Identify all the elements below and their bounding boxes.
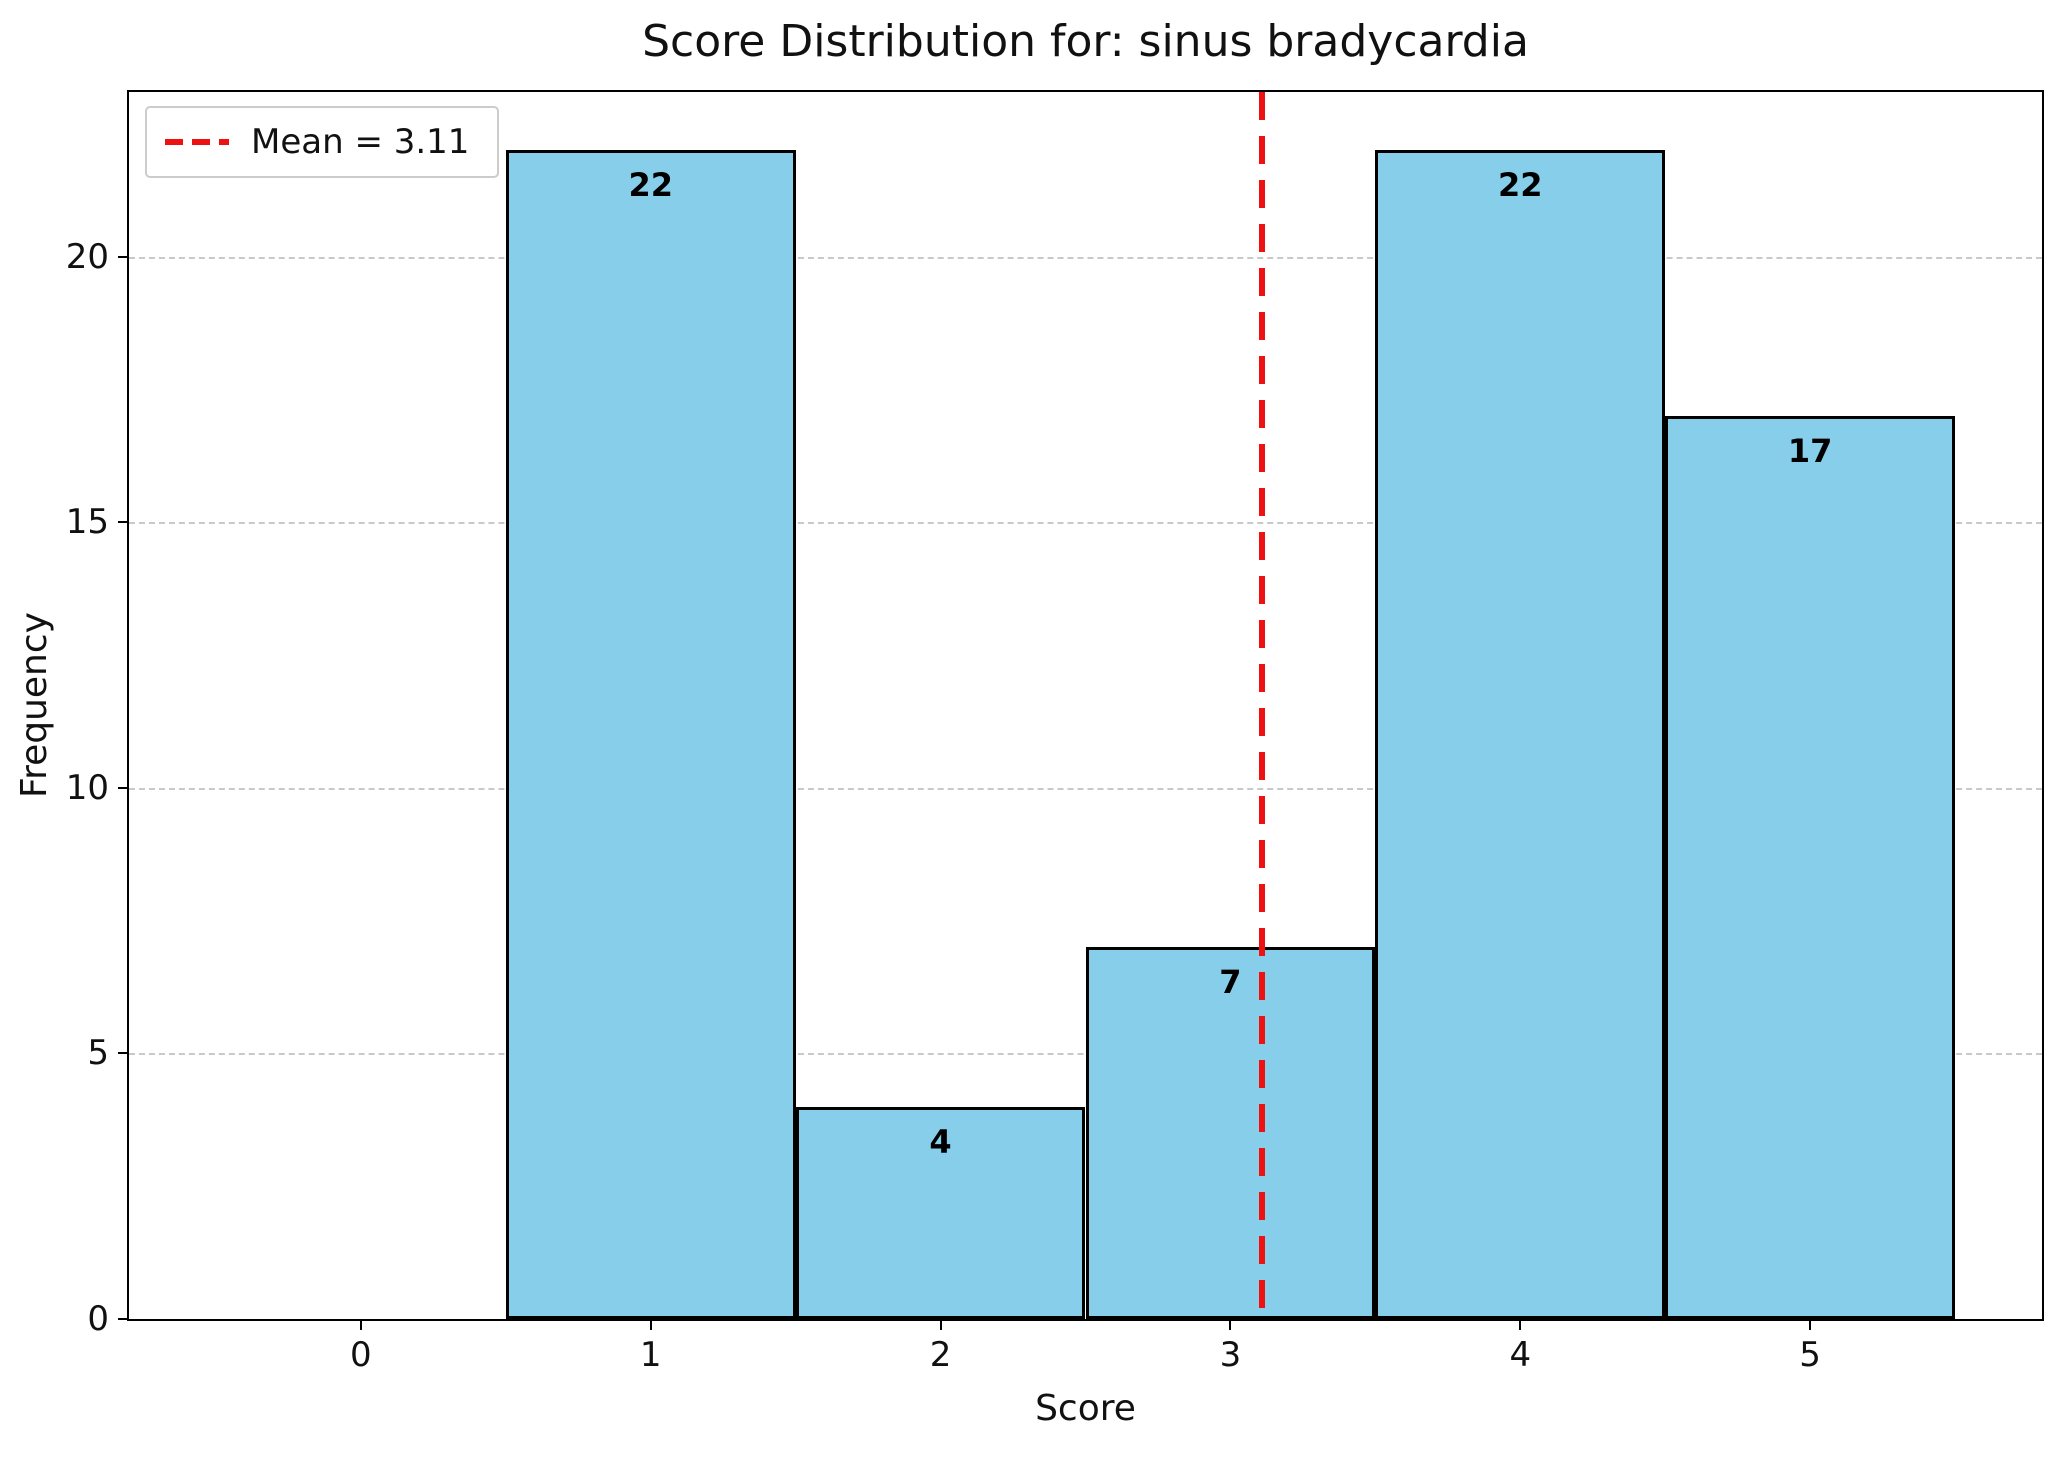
bar-value-label-score-2: 4 — [929, 1122, 952, 1161]
gridline-y-15 — [129, 522, 2042, 525]
y-tick-mark-20 — [118, 255, 127, 258]
bar-value-label-score-4: 22 — [1498, 166, 1543, 205]
y-tick-label-15: 15 — [65, 502, 109, 543]
x-tick-mark-3 — [1229, 1321, 1232, 1330]
x-tick-mark-4 — [1519, 1321, 1522, 1330]
gridline-y-10 — [129, 787, 2042, 790]
x-tick-mark-5 — [1809, 1321, 1812, 1330]
legend: Mean = 3.11 — [145, 106, 500, 178]
y-tick-label-5: 5 — [87, 1033, 109, 1074]
y-tick-label-10: 10 — [65, 767, 109, 808]
bar-score-3 — [1085, 947, 1376, 1319]
y-tick-mark-0 — [118, 1318, 127, 1320]
mean-line-legend-swatch — [165, 139, 229, 145]
y-tick-mark-10 — [118, 786, 127, 789]
bar-score-1 — [505, 150, 796, 1319]
bar-value-label-score-1: 22 — [628, 166, 673, 205]
x-tick-label-4: 4 — [1509, 1335, 1532, 1375]
x-tick-mark-2 — [939, 1321, 942, 1330]
y-tick-label-0: 0 — [87, 1299, 109, 1339]
bar-value-label-score-5: 17 — [1787, 432, 1833, 470]
x-tick-mark-1 — [649, 1321, 652, 1330]
bar-score-2 — [795, 1106, 1086, 1319]
x-tick-mark-0 — [359, 1321, 362, 1330]
y-tick-mark-5 — [118, 1052, 127, 1055]
bar-score-5 — [1665, 416, 1956, 1319]
x-tick-label-5: 5 — [1799, 1335, 1821, 1375]
x-tick-label-1: 1 — [639, 1335, 662, 1375]
x-axis-label: Score — [1035, 1388, 1136, 1429]
bar-value-label-score-3: 7 — [1219, 963, 1242, 1002]
y-tick-mark-15 — [118, 521, 127, 524]
x-tick-label-0: 0 — [350, 1335, 372, 1375]
bar-score-4 — [1375, 150, 1666, 1319]
x-tick-label-2: 2 — [929, 1335, 952, 1375]
mean-line — [1259, 92, 1266, 1319]
gridline-y-20 — [129, 256, 2042, 259]
x-tick-label-3: 3 — [1219, 1335, 1242, 1375]
chart-title: Score Distribution for: sinus bradycardi… — [642, 16, 1529, 67]
plot-area: Mean = 3.11 22 4 7 22 17 — [127, 90, 2044, 1321]
y-tick-label-20: 20 — [65, 236, 109, 277]
legend-label: Mean = 3.11 — [251, 122, 470, 162]
